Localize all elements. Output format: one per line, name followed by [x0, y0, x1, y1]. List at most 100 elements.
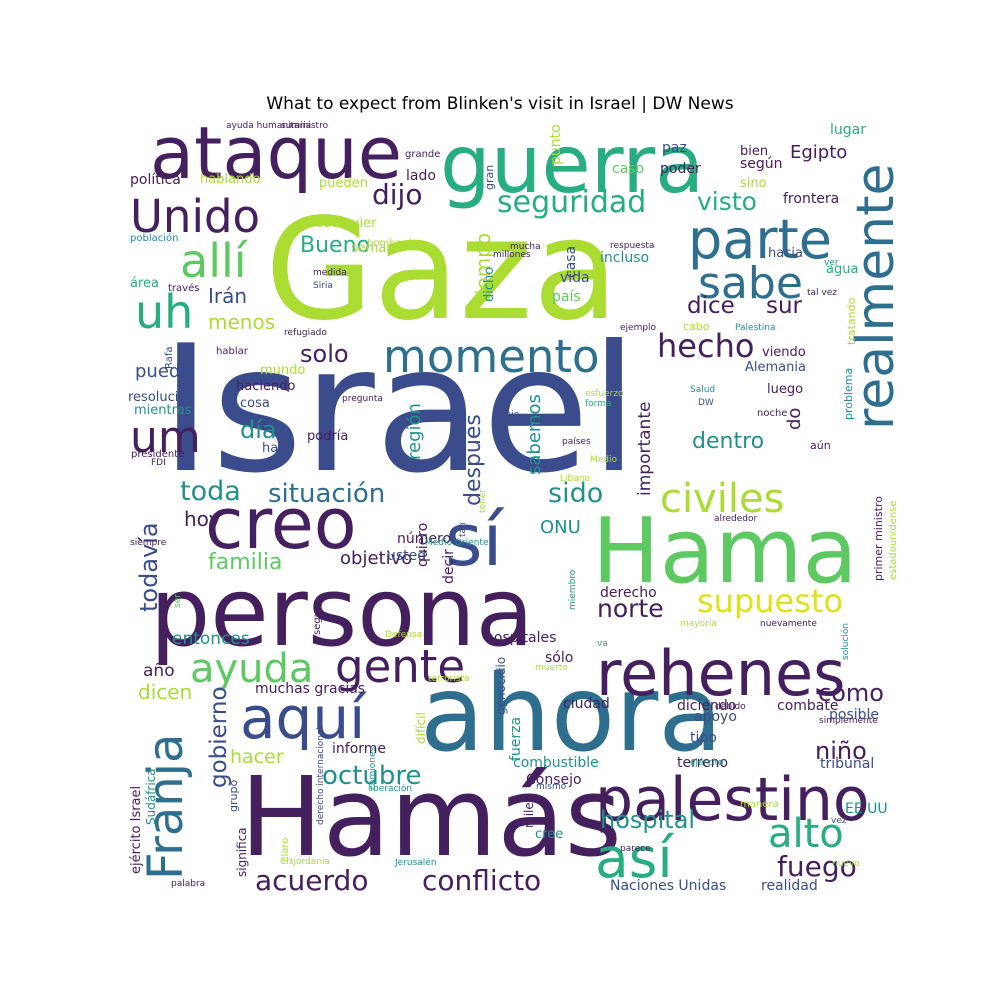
chart-title: What to expect from Blinken's visit in I… [266, 94, 734, 114]
cloud-word: mucha [510, 242, 541, 252]
cloud-word: región [404, 403, 425, 460]
cloud-word: uh [135, 285, 193, 339]
cloud-word: problema [842, 368, 855, 420]
cloud-word: nuevo [832, 859, 860, 869]
cloud-word: vida [560, 270, 590, 286]
cloud-word: hace [262, 441, 293, 456]
cloud-word: ejército [690, 757, 724, 768]
cloud-word: informe [332, 741, 386, 757]
cloud-word: parece [620, 844, 651, 854]
cloud-word: Consejo [526, 772, 582, 788]
cloud-word: semana [351, 241, 403, 256]
cloud-word: claro [280, 838, 291, 862]
cloud-word: simplemente [819, 716, 878, 726]
cloud-word: haciendo [236, 379, 295, 394]
cloud-word: punto [548, 124, 564, 165]
cloud-word: gobierno [206, 686, 232, 788]
cloud-word: sino [740, 176, 767, 191]
cloud-word: tener [478, 489, 488, 513]
cloud-word: apoyo [694, 709, 737, 725]
cloud-word: um [130, 412, 201, 463]
cloud-word: ciudad [563, 696, 610, 712]
cloud-word: sabe [698, 258, 803, 309]
cloud-word: fuerza [508, 717, 524, 761]
cloud-word: suministro [281, 121, 329, 131]
cloud-word: derecho internacional [316, 727, 326, 825]
cloud-word: creo [205, 483, 357, 565]
cloud-word: mismo [536, 782, 567, 792]
cloud-word: solución [840, 623, 851, 660]
cloud-word: ahora [420, 653, 723, 775]
cloud-word: Rafa [164, 346, 175, 369]
cloud-word: lugar [830, 122, 866, 138]
cloud-word: países [562, 437, 591, 447]
cloud-word: EE UU [845, 801, 888, 817]
cloud-word: Salud [690, 385, 715, 395]
cloud-word: combustible [513, 755, 599, 771]
cloud-word: terreno [677, 755, 728, 771]
cloud-word: agua [826, 262, 858, 277]
cloud-word: tribunal [820, 756, 874, 772]
cloud-word: terrorista [428, 674, 470, 684]
cloud-word: difícil [414, 712, 428, 744]
cloud-word: combate [777, 698, 838, 714]
cloud-word: Defensa [385, 630, 422, 640]
cloud-word: palestino [595, 765, 870, 835]
cloud-word: ayuda [190, 646, 313, 692]
cloud-word: dentro [692, 429, 764, 454]
cloud-word: ONU [540, 517, 581, 538]
cloud-word: dicen [138, 680, 192, 704]
cloud-word: seguro [312, 601, 323, 635]
cloud-word: tal vez [807, 288, 837, 298]
cloud-word: presidente [131, 449, 184, 460]
cloud-word: Irán [208, 284, 247, 308]
cloud-word: grande [405, 149, 440, 160]
cloud-word: número [397, 531, 451, 547]
cloud-word: después [461, 414, 486, 506]
cloud-word: do [784, 408, 805, 430]
cloud-word: Medio [590, 455, 618, 465]
cloud-word: sido [548, 478, 603, 509]
cloud-word: diciendo [677, 698, 736, 714]
cloud-word: sur [766, 293, 803, 319]
cloud-word: viendo [762, 345, 806, 360]
cloud-word: vez [831, 816, 847, 826]
cloud-word: visto [697, 187, 757, 216]
cloud-word: ejemplo [620, 323, 657, 333]
cloud-word: seguridad [497, 185, 646, 220]
cloud-word: casa [563, 246, 579, 278]
cloud-word: dicho [482, 267, 497, 302]
cloud-word: frontera [783, 191, 839, 207]
cloud-word: aún [810, 439, 831, 452]
cloud-word: ayuda humanitaria [226, 121, 311, 131]
cloud-word: dijo [372, 178, 422, 211]
cloud-word: allí [180, 234, 248, 288]
cloud-word: ejército Israel [129, 786, 144, 874]
cloud-word: mundo [260, 363, 305, 378]
cloud-word: nuevamente [760, 619, 817, 629]
cloud-word: FDI [151, 458, 166, 468]
cloud-word: tipo [690, 730, 717, 746]
cloud-word: cualquier [316, 216, 377, 231]
cloud-word: luego [767, 382, 803, 397]
cloud-word: norte [597, 594, 664, 623]
cloud-word: momento [383, 330, 600, 383]
cloud-word: poder [660, 161, 701, 177]
cloud-word: toda [180, 476, 241, 507]
cloud-word: puede [135, 361, 191, 382]
cloud-word: bombardeo [367, 238, 424, 249]
cloud-word: niño [815, 737, 867, 765]
cloud-word: tiempo [471, 233, 495, 303]
cloud-word: todavía [135, 522, 163, 612]
cloud-word: octubre [322, 761, 422, 791]
cloud-word: Libano [560, 474, 590, 484]
cloud-word: hablando [200, 172, 261, 187]
cloud-word: derecho [600, 585, 657, 601]
cloud-word: país [552, 289, 581, 305]
cloud-word: hablar [216, 346, 249, 357]
cloud-word: cree [535, 827, 563, 842]
cloud-word: medida [313, 268, 347, 278]
cloud-word: objetivo [340, 548, 412, 569]
cloud-word: Jerusalén [394, 857, 437, 868]
cloud-word: pregunta [342, 394, 383, 404]
